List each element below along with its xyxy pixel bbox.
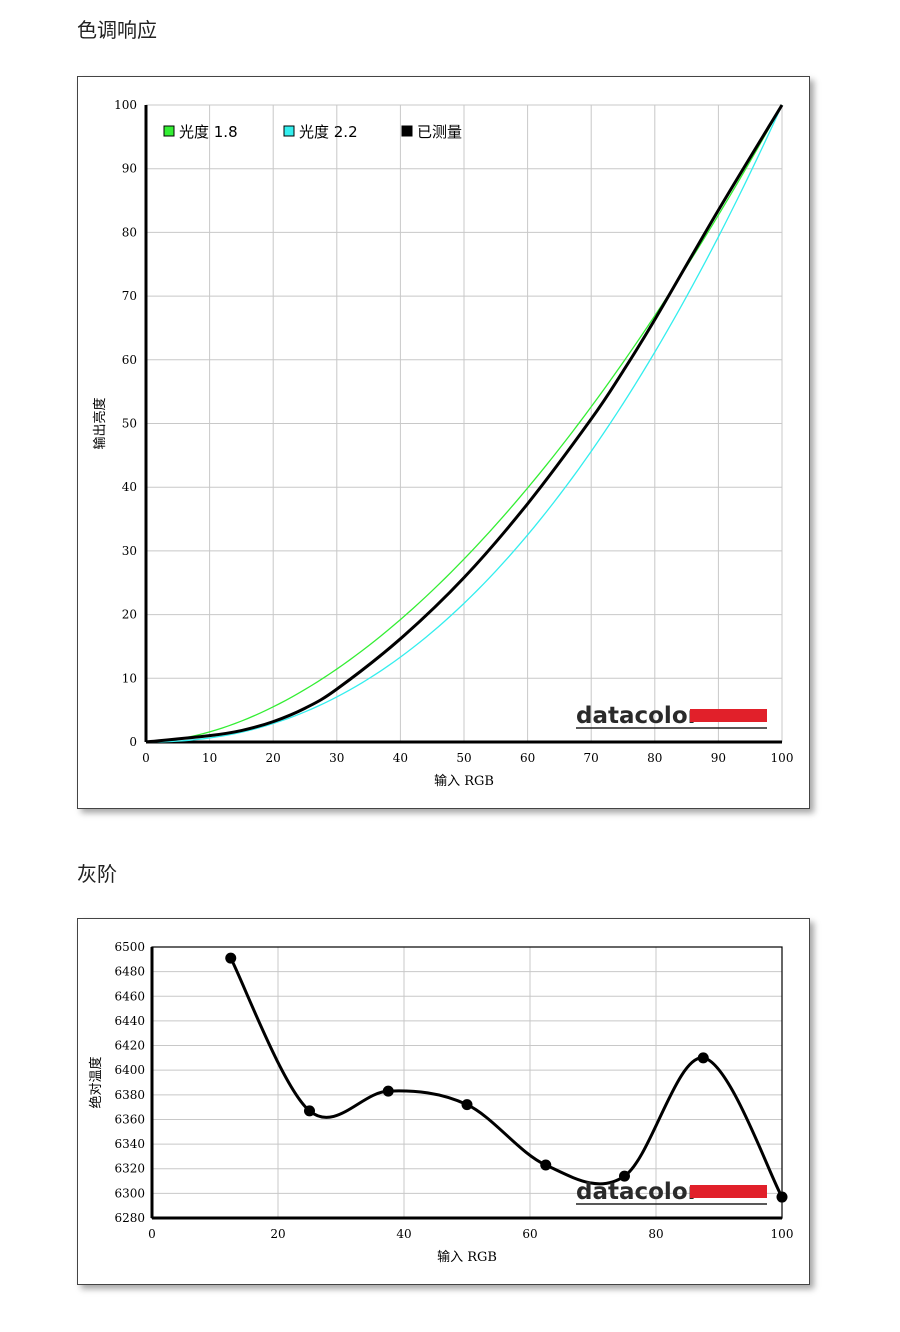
data-point bbox=[776, 1191, 788, 1203]
legend-swatch bbox=[163, 125, 175, 137]
series-line-temperature bbox=[229, 957, 784, 1198]
x-tick-label: 0 bbox=[142, 751, 150, 765]
y-tick-label: 0 bbox=[129, 735, 137, 749]
x-tick-label: 20 bbox=[270, 1227, 285, 1241]
grayscale-chart-panel: 0 20 40 60 80 100 6280 6300 6320 6340 6360 6380 6400… bbox=[77, 918, 810, 1285]
data-point bbox=[540, 1159, 552, 1171]
plot-frame bbox=[151, 946, 783, 1219]
tone-response-chart-panel: 0 10 20 30 40 50 60 70 80 90 100 0 10 20 30 40 50 60 70 80 9… bbox=[77, 76, 810, 809]
x-tick-label: 80 bbox=[648, 1227, 663, 1241]
legend-swatch bbox=[283, 125, 295, 137]
x-tick-label: 0 bbox=[148, 1227, 156, 1241]
tone-response-chart: 0 10 20 30 40 50 60 70 80 90 100 0 10 20 30 40 50 60 70 80 9… bbox=[92, 98, 794, 789]
y-tick-label: 6340 bbox=[114, 1137, 145, 1151]
legend-label: 光度 1.8 bbox=[179, 123, 238, 141]
tone-response-title: 色调响应 bbox=[77, 18, 157, 42]
y-tick-label: 6420 bbox=[114, 1039, 145, 1053]
data-point bbox=[619, 1170, 630, 1182]
legend-swatch bbox=[401, 125, 413, 137]
y-tick-label: 6440 bbox=[114, 1014, 145, 1028]
x-tick-label: 20 bbox=[266, 751, 281, 765]
x-tick-label: 50 bbox=[456, 751, 471, 765]
y-tick-label: 80 bbox=[122, 225, 137, 239]
x-tick-label: 60 bbox=[522, 1227, 537, 1241]
legend-label: 已测量 bbox=[417, 123, 462, 141]
y-tick-label: 40 bbox=[122, 480, 137, 494]
y-tick-label: 6300 bbox=[114, 1186, 145, 1200]
series-line-2 bbox=[145, 104, 783, 743]
y-tick-label: 6460 bbox=[114, 989, 145, 1003]
series-line-measured bbox=[145, 104, 784, 744]
datacolor-logo-text: datacolor bbox=[576, 703, 700, 729]
y-tick-label: 6280 bbox=[114, 1211, 145, 1225]
y-tick-label: 20 bbox=[122, 608, 137, 622]
x-axis-label: 输入 RGB bbox=[434, 773, 494, 789]
y-tick-label: 50 bbox=[122, 417, 137, 431]
grayscale-title: 灰阶 bbox=[77, 862, 117, 886]
datacolor-logo-text: datacolor bbox=[576, 1179, 700, 1205]
datacolor-logo-bar bbox=[690, 709, 767, 722]
x-tick-label: 30 bbox=[329, 751, 344, 765]
x-tick-label: 80 bbox=[647, 751, 662, 765]
y-tick-label: 60 bbox=[122, 353, 137, 367]
y-tick-label: 90 bbox=[122, 162, 137, 176]
y-tick-label: 6380 bbox=[114, 1088, 145, 1102]
data-point bbox=[225, 952, 237, 964]
y-tick-label: 30 bbox=[122, 544, 137, 558]
y-tick-label: 6480 bbox=[114, 965, 145, 979]
x-tick-label: 60 bbox=[520, 751, 535, 765]
datacolor-logo-bar bbox=[690, 1185, 767, 1198]
x-axis-label: 输入 RGB bbox=[437, 1249, 497, 1265]
grayscale-temperature-chart: 0 20 40 60 80 100 6280 6300 6320 6340 6360 6380 6400… bbox=[88, 940, 794, 1265]
data-point bbox=[461, 1099, 473, 1111]
y-tick-label: 6500 bbox=[114, 940, 145, 954]
x-tick-label: 40 bbox=[393, 751, 408, 765]
legend-label: 光度 2.2 bbox=[299, 123, 358, 141]
x-tick-label: 40 bbox=[396, 1227, 411, 1241]
y-tick-label: 10 bbox=[122, 671, 137, 685]
y-axis-label: 绝对温度 bbox=[88, 1056, 104, 1108]
x-tick-label: 90 bbox=[711, 751, 726, 765]
y-tick-label: 6360 bbox=[114, 1112, 145, 1126]
y-tick-label: 6320 bbox=[114, 1162, 145, 1176]
y-tick-label: 100 bbox=[114, 98, 137, 112]
data-point bbox=[304, 1105, 315, 1117]
y-tick-label: 70 bbox=[122, 289, 137, 303]
y-axis-label: 输出亮度 bbox=[92, 397, 108, 449]
x-tick-label: 100 bbox=[771, 751, 794, 765]
data-point bbox=[697, 1052, 709, 1064]
y-tick-label: 6400 bbox=[114, 1063, 145, 1077]
x-tick-label: 10 bbox=[202, 751, 217, 765]
data-point bbox=[382, 1085, 394, 1097]
x-tick-label: 70 bbox=[584, 751, 599, 765]
x-tick-label: 100 bbox=[771, 1227, 794, 1241]
